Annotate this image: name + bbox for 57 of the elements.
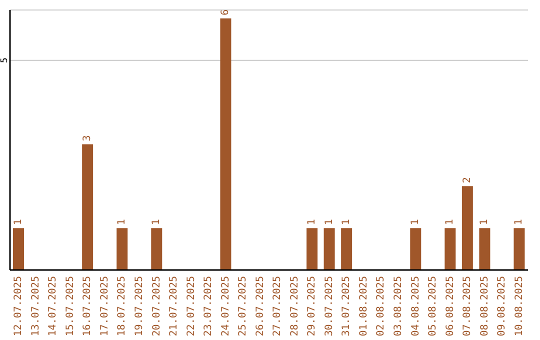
x-tick-label: 04.08.2025: [410, 276, 422, 336]
bar: [444, 228, 456, 270]
bar: [116, 228, 128, 270]
x-tick-label: 19.07.2025: [134, 276, 145, 336]
x-tick-label: 14.07.2025: [48, 276, 59, 336]
data-label: 1: [479, 219, 490, 226]
x-tick-label: 01.08.2025: [358, 276, 370, 336]
x-tick-label: 16.07.2025: [82, 276, 94, 336]
bar: [151, 228, 162, 270]
x-tick-label: 28.07.2025: [289, 276, 300, 336]
bar: [13, 228, 24, 270]
x-tick-label: 27.07.2025: [272, 276, 284, 336]
data-label: 1: [306, 219, 318, 226]
x-tick-label: 29.07.2025: [306, 276, 318, 336]
x-tick-label: 30.07.2025: [324, 276, 335, 336]
x-tick-label: 12.07.2025: [13, 276, 24, 336]
y-tick-label: 5: [0, 58, 10, 64]
x-tick-label: 08.08.2025: [479, 276, 490, 336]
x-tick-label: 31.07.2025: [341, 276, 352, 336]
x-tick-label: 22.07.2025: [186, 276, 197, 336]
bar: [479, 228, 490, 270]
bar: [324, 228, 335, 270]
data-label: 1: [410, 219, 422, 226]
bar: [82, 144, 94, 270]
x-tick-label: 06.08.2025: [444, 276, 456, 336]
data-label: 1: [341, 219, 352, 226]
x-tick-label: 18.07.2025: [116, 276, 128, 336]
data-label: 2: [462, 177, 473, 184]
bar: [220, 18, 232, 270]
x-tick-label: 24.07.2025: [220, 276, 232, 336]
bar: [462, 186, 473, 270]
x-tick-label: 17.07.2025: [99, 276, 110, 336]
x-tick-label: 26.07.2025: [254, 276, 266, 336]
x-tick-label: 07.08.2025: [462, 276, 474, 336]
x-tick-label: 25.07.2025: [238, 276, 249, 336]
bar: [341, 228, 352, 270]
x-tick-label: 10.08.2025: [514, 276, 525, 336]
x-tick-label: 23.07.2025: [203, 276, 214, 336]
data-label: 6: [220, 9, 232, 16]
x-tick-label: 05.08.2025: [428, 276, 439, 336]
data-label: 1: [444, 219, 456, 226]
bar: [306, 228, 318, 270]
x-tick-label: 02.08.2025: [376, 276, 387, 336]
data-label: 1: [13, 219, 24, 226]
bar: [410, 228, 422, 270]
x-tick-label: 15.07.2025: [64, 276, 76, 336]
x-tick-label: 20.07.2025: [151, 276, 162, 336]
x-tick-label: 09.08.2025: [496, 276, 508, 336]
data-label: 1: [514, 219, 525, 226]
data-label: 3: [82, 135, 94, 142]
data-label: 1: [116, 219, 128, 226]
data-label: 1: [151, 219, 162, 226]
x-tick-label: 03.08.2025: [393, 276, 404, 336]
x-tick-label: 13.07.2025: [30, 276, 42, 336]
x-tick-label: 21.07.2025: [168, 276, 180, 336]
data-label: 1: [324, 219, 335, 226]
bar: [514, 228, 525, 270]
